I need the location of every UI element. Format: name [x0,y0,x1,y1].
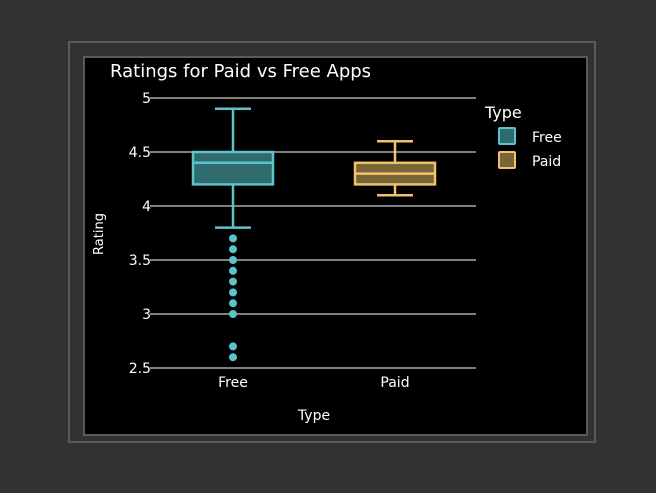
gridlines [150,97,476,369]
outlier-point [229,256,237,264]
legend-title: Type [484,103,522,122]
legend: Type Free Paid [484,103,562,170]
legend-item-paid[interactable]: Paid [498,151,561,170]
x-tick-labels: Free Paid [218,375,409,391]
legend-swatch-free [498,127,516,145]
chart-title: Ratings for Paid vs Free Apps [110,61,371,82]
outlier-point [229,234,237,243]
outlier-point [229,266,237,275]
outlier-point [229,277,237,286]
y-tick-label: 5 [142,91,151,107]
y-tick-label: 2.5 [129,361,151,377]
y-tick-label: 4.5 [129,145,151,161]
legend-label-free: Free [532,130,562,146]
legend-label-paid: Paid [532,154,561,170]
outlier-point [229,288,237,297]
legend-item-free[interactable]: Free [498,127,562,146]
outlier-point [229,342,237,351]
chart-container [83,56,588,436]
x-axis-label: Type [297,408,330,424]
y-tick-label: 3.5 [129,253,151,269]
y-tick-label: 4 [142,199,151,215]
outlier-point [229,310,237,318]
box-free[interactable] [191,107,275,362]
outlier-point [229,353,237,362]
box-paid[interactable] [353,139,437,197]
y-tick-label: 3 [142,307,151,323]
outlier-point [229,299,237,308]
x-tick-label: Paid [380,375,409,391]
outlier-point [229,245,237,254]
x-tick-label: Free [218,375,248,391]
boxes [191,107,437,362]
iqr-box [191,150,275,186]
y-tick-labels: 2.5 3 3.5 4 4.5 5 [129,91,151,377]
legend-swatch-paid [498,151,516,169]
y-axis-label: Rating [92,213,107,255]
